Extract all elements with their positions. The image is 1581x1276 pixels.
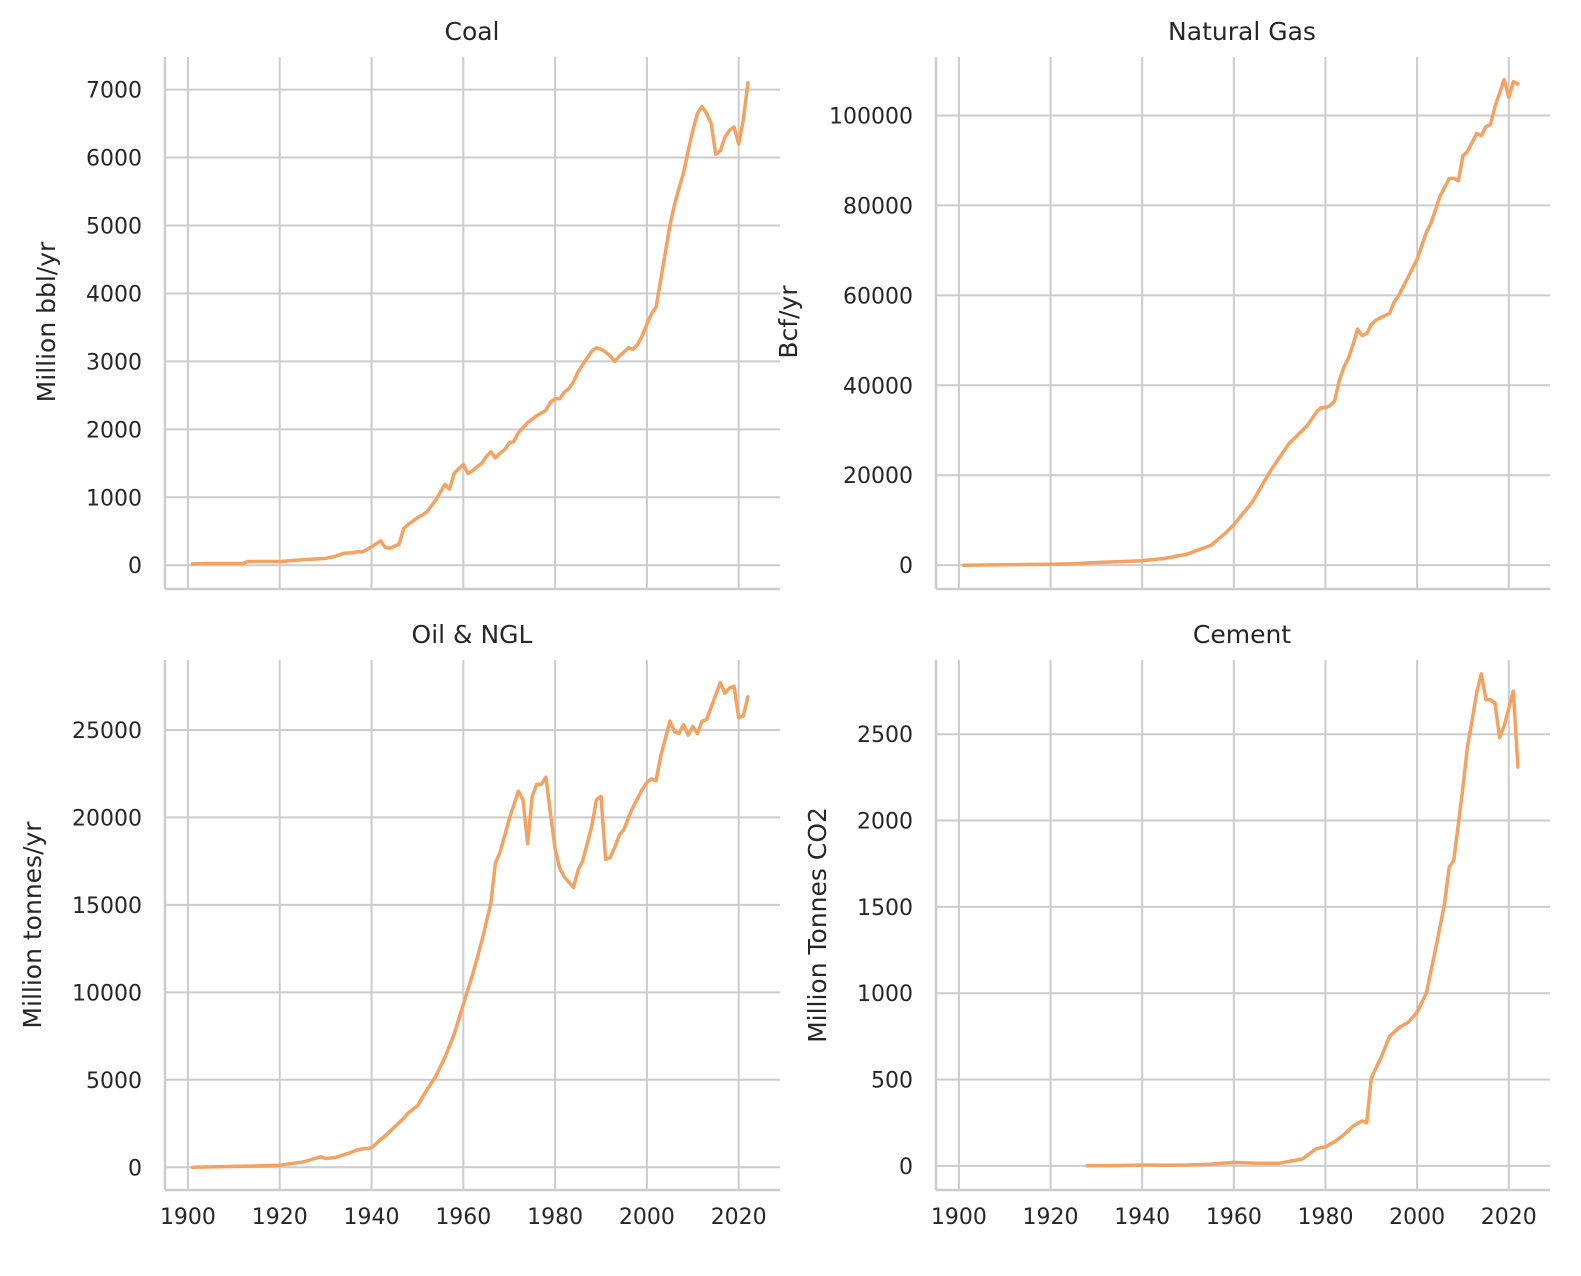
y-tick-label: 80000 (843, 194, 913, 219)
tick-labels-natural-gas: 0 20000 40000 60000 80000 100000 (829, 104, 913, 579)
x-tick-label: 1940 (344, 1205, 400, 1230)
y-tick-label: 15000 (72, 894, 142, 919)
x-tick-label: 1980 (527, 1205, 583, 1230)
y-tick-label: 60000 (843, 284, 913, 309)
x-tick-label: 1940 (1114, 1205, 1170, 1230)
y-tick-label: 1000 (86, 486, 142, 511)
y-axis-label-cement: Million Tonnes CO2 (803, 807, 832, 1043)
series-line-cement (1085, 672, 1520, 1168)
gridlines-oil-ngl (165, 660, 780, 1190)
series-line-natural-gas (961, 77, 1520, 567)
y-tick-label: 0 (128, 1156, 142, 1181)
x-tick-label: 1900 (160, 1205, 216, 1230)
panel-title-cement: Cement (1193, 620, 1291, 649)
y-tick-label: 2000 (857, 810, 913, 835)
panel-title-coal: Coal (444, 17, 499, 46)
x-tick-label: 1980 (1297, 1205, 1353, 1230)
x-tick-label: 2000 (1389, 1205, 1445, 1230)
series-line-coal (190, 81, 750, 566)
y-tick-label: 1500 (857, 896, 913, 921)
y-axis-label-oil-ngl: Million tonnes/yr (18, 821, 47, 1029)
y-tick-label: 40000 (843, 374, 913, 399)
panel-coal: Coal Million bbl/yr 0 1000 2000 3000 4000 500… (32, 17, 780, 591)
x-tick-label: 1920 (252, 1205, 308, 1230)
x-tick-label: 2000 (619, 1205, 675, 1230)
y-tick-label: 0 (899, 554, 913, 579)
x-tick-label: 1960 (1206, 1205, 1262, 1230)
y-tick-label: 3000 (86, 350, 142, 375)
y-tick-label: 100000 (829, 104, 913, 129)
y-tick-label: 7000 (86, 79, 142, 104)
panel-cement: Cement Million Tonnes CO2 1900 1920 1940 19… (803, 620, 1550, 1230)
gridlines-natural-gas (936, 57, 1550, 589)
y-axis-label-natural-gas: Bcf/yr (774, 285, 803, 359)
y-tick-label: 4000 (86, 282, 142, 307)
y-tick-label: 20000 (72, 806, 142, 831)
tick-labels-cement: 1900 1920 1940 1960 1980 2000 2020 0 500 1000 1500… (857, 723, 1537, 1230)
y-tick-label: 6000 (86, 147, 142, 172)
x-tick-label: 1900 (931, 1205, 987, 1230)
x-tick-label: 2020 (711, 1205, 767, 1230)
series-line-oil-ngl (190, 680, 750, 1170)
panel-title-oil-ngl: Oil & NGL (412, 620, 533, 649)
y-tick-label: 10000 (72, 981, 142, 1006)
y-tick-label: 5000 (86, 1069, 142, 1094)
x-tick-label: 1920 (1023, 1205, 1079, 1230)
y-tick-label: 5000 (86, 215, 142, 240)
y-tick-label: 0 (128, 554, 142, 579)
panel-oil-ngl: Oil & NGL Million tonnes/yr 1900 1920 1940… (18, 620, 780, 1230)
y-tick-label: 20000 (843, 464, 913, 489)
gridlines-coal (165, 57, 780, 589)
y-axis-label-coal: Million bbl/yr (32, 241, 61, 402)
y-tick-label: 25000 (72, 719, 142, 744)
panel-title-natural-gas: Natural Gas (1168, 17, 1316, 46)
y-tick-label: 2000 (86, 418, 142, 443)
y-tick-label: 2500 (857, 723, 913, 748)
tick-labels-oil-ngl: 1900 1920 1940 1960 1980 2000 2020 0 5000 10000 15… (72, 719, 767, 1230)
y-tick-label: 0 (899, 1155, 913, 1180)
x-tick-label: 2020 (1481, 1205, 1537, 1230)
y-tick-label: 500 (871, 1069, 913, 1094)
gridlines-cement (936, 660, 1550, 1190)
y-tick-label: 1000 (857, 982, 913, 1007)
tick-labels-coal: 0 1000 2000 3000 4000 5000 6000 7000 (86, 79, 142, 580)
x-tick-label: 1960 (435, 1205, 491, 1230)
panel-natural-gas: Natural Gas Bcf/yr 0 20000 40000 60000 80000… (774, 17, 1550, 591)
